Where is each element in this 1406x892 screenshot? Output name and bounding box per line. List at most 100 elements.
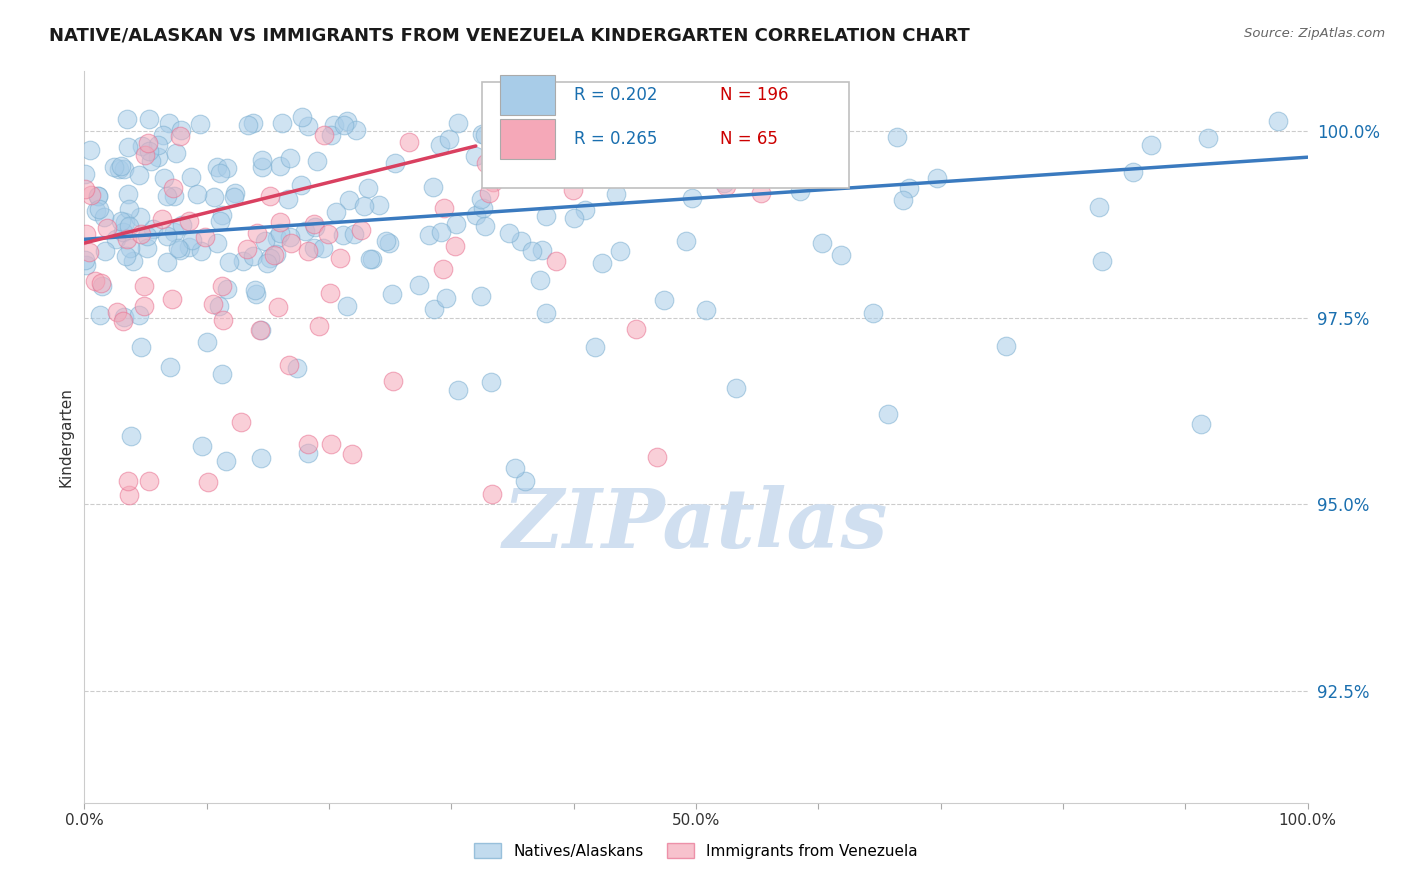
Point xyxy=(238,118,260,132)
Point xyxy=(384,156,406,170)
Point xyxy=(583,340,606,354)
Point xyxy=(377,235,399,250)
Text: NATIVE/ALASKAN VS IMMIGRANTS FROM VENEZUELA KINDERGARTEN CORRELATION CHART: NATIVE/ALASKAN VS IMMIGRANTS FROM VENEZU… xyxy=(49,27,970,45)
Point xyxy=(762,140,785,154)
Point xyxy=(886,130,908,145)
Point xyxy=(336,114,359,128)
Point xyxy=(470,289,492,303)
Point xyxy=(117,187,139,202)
Point xyxy=(430,225,453,239)
Point xyxy=(683,127,706,141)
Point xyxy=(112,161,135,176)
Point xyxy=(205,160,228,174)
Point xyxy=(75,252,97,267)
Text: R = 0.202: R = 0.202 xyxy=(574,86,657,103)
Point xyxy=(432,262,454,277)
Point xyxy=(1197,131,1219,145)
Point xyxy=(177,240,200,254)
Point xyxy=(128,168,150,182)
Point xyxy=(337,194,360,208)
Point xyxy=(381,287,404,301)
Point xyxy=(1091,253,1114,268)
Point xyxy=(319,128,342,143)
Point xyxy=(209,166,232,180)
Point xyxy=(278,229,301,244)
Point xyxy=(1122,165,1144,179)
Point xyxy=(114,215,136,229)
Point xyxy=(134,279,156,293)
Text: N = 65: N = 65 xyxy=(720,129,779,148)
Point xyxy=(422,180,444,194)
Point xyxy=(464,149,486,163)
Point xyxy=(165,146,187,161)
Point xyxy=(830,247,852,261)
Point xyxy=(129,210,152,224)
Point xyxy=(546,152,568,166)
Point xyxy=(312,241,335,255)
Point xyxy=(79,144,101,158)
Point xyxy=(253,234,276,248)
Point xyxy=(256,256,278,270)
Point xyxy=(270,116,292,130)
Point xyxy=(513,474,536,488)
Point xyxy=(259,188,281,202)
Point xyxy=(138,474,160,488)
Point xyxy=(80,188,103,202)
Point xyxy=(211,279,233,293)
Point xyxy=(610,117,633,131)
Point xyxy=(138,136,160,150)
Point xyxy=(564,132,586,146)
Point xyxy=(319,436,342,450)
Point xyxy=(267,301,290,315)
Point xyxy=(472,202,495,216)
Point xyxy=(470,192,492,206)
Point xyxy=(160,293,183,307)
Point xyxy=(724,381,747,395)
Point xyxy=(129,340,152,354)
Point xyxy=(138,145,160,159)
Point xyxy=(471,127,494,141)
Point xyxy=(222,189,245,203)
Point xyxy=(510,234,533,248)
Point xyxy=(561,183,583,197)
Text: ZIPatlas: ZIPatlas xyxy=(503,485,889,565)
Point xyxy=(229,416,252,430)
Point xyxy=(316,227,339,242)
Point xyxy=(675,234,697,248)
Point xyxy=(1140,137,1163,152)
Point xyxy=(159,359,181,374)
Point xyxy=(75,258,97,272)
Point xyxy=(534,210,557,224)
Point xyxy=(209,214,232,228)
Point xyxy=(156,189,179,203)
Point xyxy=(359,252,381,266)
Point xyxy=(1189,417,1212,431)
Point xyxy=(211,367,233,381)
Point xyxy=(90,276,112,290)
Point xyxy=(474,219,496,233)
Point xyxy=(242,116,264,130)
Point xyxy=(474,128,496,142)
Point xyxy=(297,446,319,460)
Point xyxy=(751,186,773,200)
Point xyxy=(302,217,325,231)
Point xyxy=(360,252,382,267)
Point xyxy=(162,180,184,194)
Point xyxy=(163,225,186,239)
Point xyxy=(529,273,551,287)
Point xyxy=(475,156,498,170)
Point xyxy=(645,450,668,465)
Point xyxy=(418,227,440,242)
Point xyxy=(591,256,613,270)
Point xyxy=(443,239,465,253)
Point xyxy=(128,308,150,322)
Point xyxy=(202,190,225,204)
Point xyxy=(482,175,505,189)
Point xyxy=(897,181,920,195)
Point xyxy=(86,188,108,202)
Point xyxy=(120,241,142,255)
Point xyxy=(169,243,191,257)
Point xyxy=(818,137,841,152)
Point xyxy=(652,293,675,308)
Point xyxy=(152,128,174,142)
